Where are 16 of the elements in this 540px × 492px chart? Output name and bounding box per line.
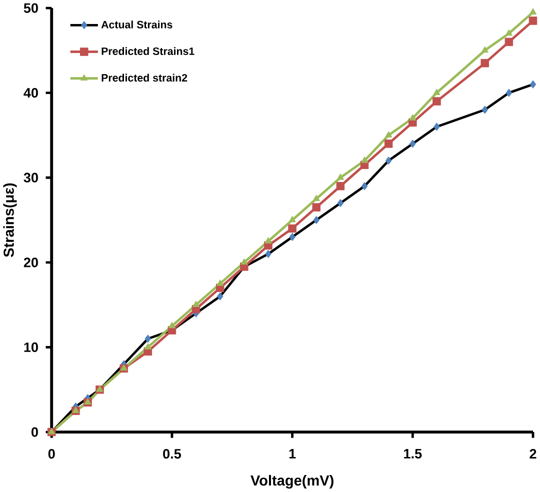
y-tick-label: 40 <box>24 88 38 98</box>
legend-label: Predicted strain2 <box>102 74 188 82</box>
x-tick-label: 0.5 <box>163 449 182 459</box>
x-axis-title: Voltage(mV) <box>250 475 334 489</box>
y-tick-label: 0 <box>32 427 38 437</box>
x-tick-label: 1 <box>289 449 296 458</box>
x-tick-label: 0 <box>48 449 55 459</box>
y-axis-title: Strains(με) <box>3 183 17 258</box>
legend-label: Actual Strains <box>101 20 172 28</box>
x-tick-label: 1.5 <box>404 449 422 459</box>
y-tick-label: 30 <box>24 172 38 183</box>
y-tick-label: 50 <box>24 3 38 13</box>
x-tick-label: 2 <box>530 449 536 459</box>
legend-label: Predicted Strains1 <box>102 47 194 56</box>
y-tick-label: 10 <box>24 342 38 352</box>
y-tick-label: 20 <box>24 258 38 268</box>
